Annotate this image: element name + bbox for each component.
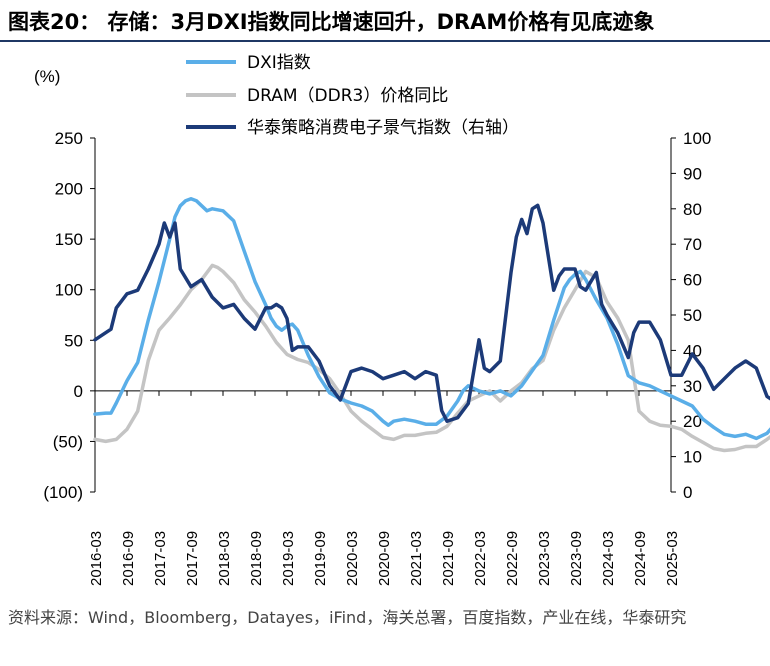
x-axis-tick-label: 2018-09 bbox=[248, 531, 265, 586]
x-axis-tick-label: 2019-09 bbox=[312, 531, 329, 586]
x-axis-tick-label: 2024-09 bbox=[632, 531, 649, 586]
left-axis-tick-label: (100) bbox=[43, 483, 83, 502]
right-axis-tick-label: 50 bbox=[683, 306, 702, 325]
legend-label: 华泰策略消费电子景气指数（右轴） bbox=[247, 118, 519, 138]
x-axis-tick-label: 2025-03 bbox=[664, 531, 681, 586]
x-axis-tick-label: 2021-09 bbox=[440, 531, 457, 586]
x-axis-tick-label: 2023-03 bbox=[536, 531, 553, 586]
x-axis-tick-label: 2016-09 bbox=[120, 531, 137, 586]
left-axis-tick-label: (50) bbox=[53, 432, 83, 451]
left-axis-tick-label: 0 bbox=[74, 382, 83, 401]
x-axis-tick-label: 2016-03 bbox=[88, 531, 105, 586]
right-axis-tick-label: 0 bbox=[683, 483, 692, 502]
x-axis-tick-label: 2022-09 bbox=[504, 531, 521, 586]
x-axis-tick-label: 2017-03 bbox=[152, 531, 169, 586]
right-axis-tick-label: 10 bbox=[683, 448, 702, 467]
left-axis-tick-label: 250 bbox=[55, 129, 83, 148]
right-axis-tick-label: 90 bbox=[683, 164, 702, 183]
chart-title: 图表20： 存储：3月DXI指数同比增速回升，DRAM价格有见底迹象 bbox=[8, 10, 655, 34]
left-axis-unit: (%) bbox=[34, 67, 60, 86]
chart: (100) (50) 0 50 100 150 200 250 (%) 0 10 20 30 40 50 60… bbox=[34, 53, 770, 586]
x-axis-tick-label: 2018-03 bbox=[216, 531, 233, 586]
right-axis-tick-label: 60 bbox=[683, 271, 702, 290]
left-axis-tick-label: 150 bbox=[55, 230, 83, 249]
x-axis-tick-label: 2020-03 bbox=[344, 531, 361, 586]
x-axis-tick-label: 2017-09 bbox=[184, 531, 201, 586]
x-axis-tick-label: 2019-03 bbox=[280, 531, 297, 586]
x-axis-tick-label: 2020-09 bbox=[376, 531, 393, 586]
left-axis-tick-label: 200 bbox=[55, 180, 83, 199]
x-axis-tick-label: 2021-03 bbox=[408, 531, 425, 586]
series-lines bbox=[93, 196, 770, 453]
series-line-consumer-electronics bbox=[93, 203, 770, 423]
right-axis-tick-label: 30 bbox=[683, 377, 702, 396]
axes: (100) (50) 0 50 100 150 200 250 (%) 0 10 20 30 40 50 60… bbox=[34, 67, 711, 586]
source-note: 资料来源：Wind，Bloomberg，Datayes，iFind，海关总署，百… bbox=[8, 608, 687, 627]
legend-label: DXI指数 bbox=[247, 53, 311, 73]
series-line-dxi bbox=[93, 196, 770, 441]
x-axis-tick-label: 2023-09 bbox=[568, 531, 585, 586]
title-bar: 图表20： 存储：3月DXI指数同比增速回升，DRAM价格有见底迹象 bbox=[0, 0, 770, 42]
right-axis-tick-label: 70 bbox=[683, 235, 702, 254]
right-axis-tick-label: 100 bbox=[683, 129, 711, 148]
right-axis-tick-label: 80 bbox=[683, 200, 702, 219]
left-axis-tick-label: 50 bbox=[64, 331, 83, 350]
right-axis-tick-label: 40 bbox=[683, 341, 702, 360]
right-axis-tick-label: 20 bbox=[683, 412, 702, 431]
series-line-dram bbox=[93, 263, 770, 453]
x-axis-tick-label: 2024-03 bbox=[600, 531, 617, 586]
left-axis-tick-label: 100 bbox=[55, 281, 83, 300]
x-axis-tick-label: 2022-03 bbox=[472, 531, 489, 586]
legend-label: DRAM（DDR3）价格同比 bbox=[247, 86, 448, 106]
